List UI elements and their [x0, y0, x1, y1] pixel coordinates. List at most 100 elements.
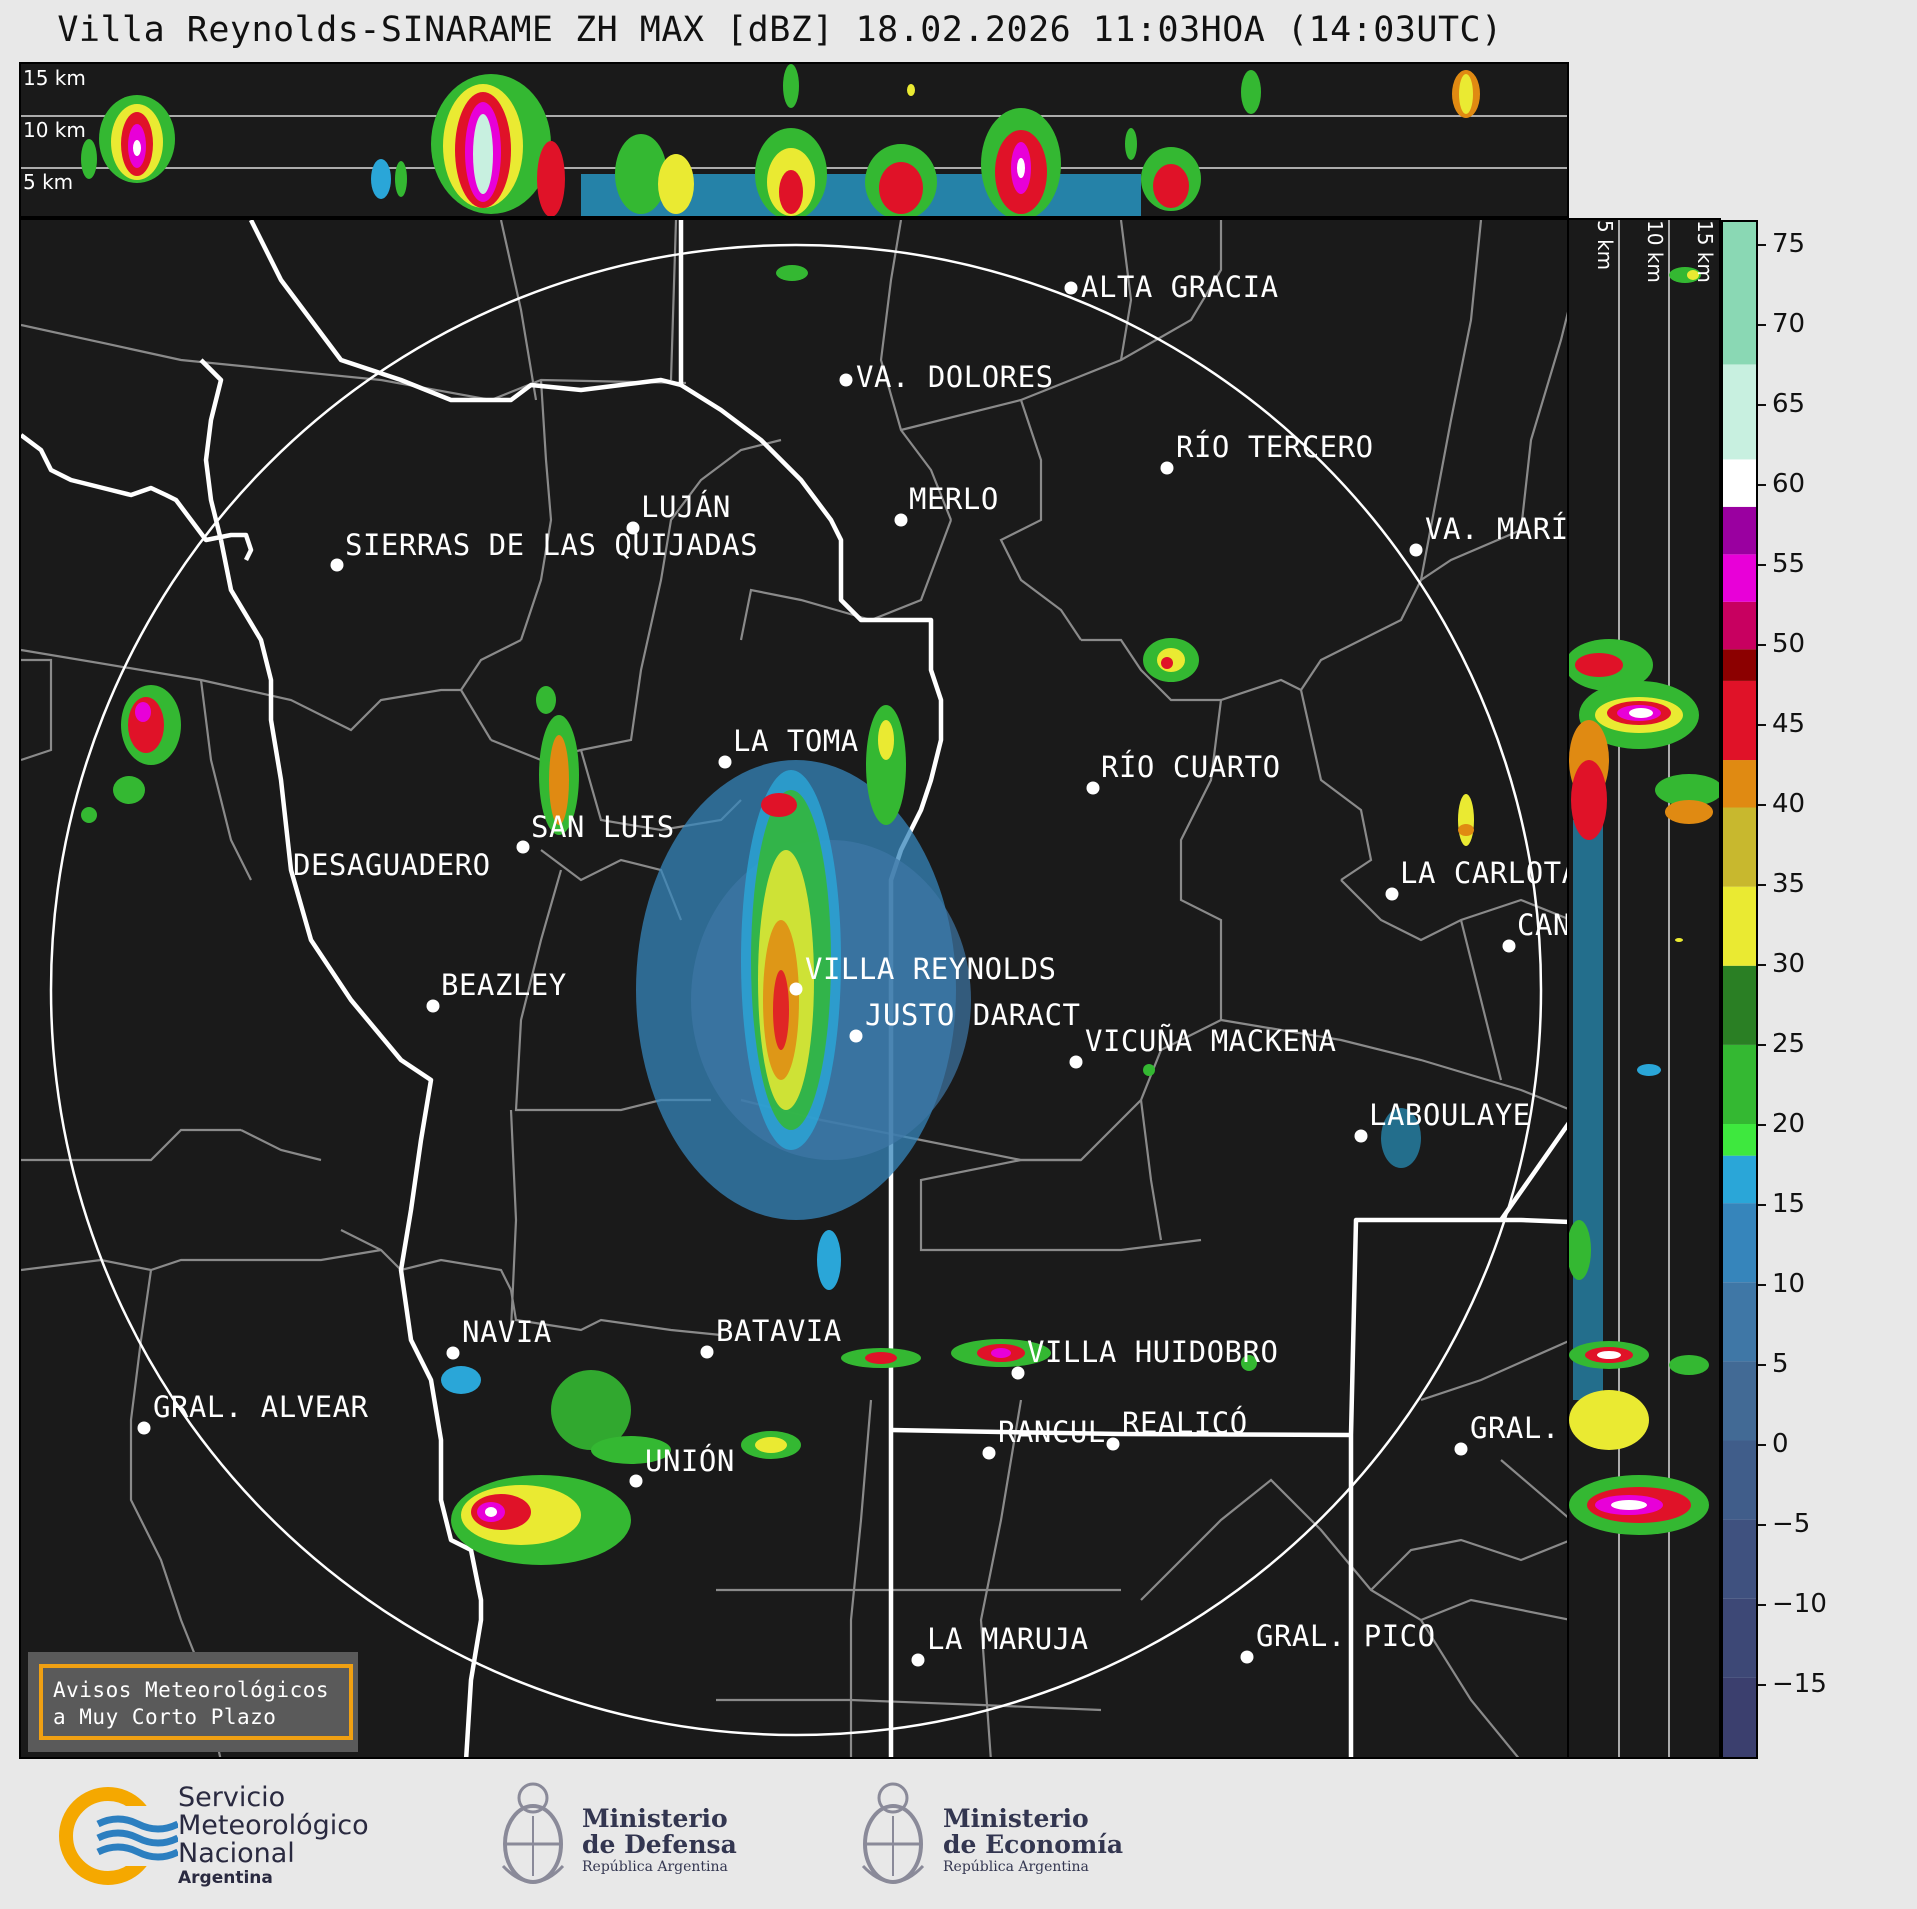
side-strip-echoes [1569, 267, 1719, 1535]
colorbar [1721, 220, 1758, 1759]
city-label-batavia: BATAVIA [716, 1314, 842, 1348]
colorbar-tick: 0 [1758, 1429, 1789, 1459]
footer: Servicio Meteorológico Nacional Argentin… [0, 1760, 1917, 1909]
city-label-navia: NAVIA [462, 1315, 552, 1349]
city-label-gral-alvear: GRAL. ALVEAR [153, 1390, 369, 1424]
city-dot-va-dolores [839, 373, 853, 387]
city-dot-rio-tercero [1160, 461, 1174, 475]
city-dot-villa-reynolds [789, 982, 803, 996]
top-alt-label-5: 5 km [23, 170, 74, 194]
colorbar-ticks: 75 70 65 60 55 50 45 40 35 30 25 20 15 1… [1758, 220, 1858, 1759]
city-label-la-maruja: LA MARUJA [927, 1622, 1089, 1656]
smn-logo-text: Servicio Meteorológico Nacional Argentin… [178, 1784, 369, 1889]
colorbar-band [1723, 965, 1756, 1045]
colorbar-tick: 55 [1758, 549, 1805, 579]
top-height-strip: 15 km 10 km 5 km [19, 62, 1569, 218]
colorbar-band [1723, 1361, 1756, 1441]
smn-line-3: Nacional [178, 1838, 295, 1869]
colorbar-band [1723, 1519, 1756, 1599]
city-dot-gral-alvear [137, 1421, 151, 1435]
city-label-can: CAN [1517, 908, 1569, 942]
city-label-realico: REALICÓ [1122, 1406, 1248, 1440]
city-dot-batavia [700, 1345, 714, 1359]
colorbar-tick: 20 [1758, 1109, 1805, 1139]
smn-logo-icon [59, 1787, 178, 1885]
city-label-gral-pico: GRAL. PICO [1256, 1619, 1436, 1653]
colorbar-tick: 10 [1758, 1269, 1805, 1299]
colorbar-band [1723, 807, 1756, 887]
top-alt-label-10: 10 km [23, 118, 86, 142]
colorbar-band [1723, 1155, 1756, 1204]
colorbar-band [1723, 1203, 1756, 1283]
city-dot-union [629, 1474, 643, 1488]
city-label-va-maria: VA. MARÍ [1425, 512, 1569, 546]
colorbar-band [1723, 506, 1756, 555]
defensa-line-3: República Argentina [582, 1859, 728, 1875]
colorbar-band [1723, 1440, 1756, 1520]
city-dot-san-luis [516, 840, 530, 854]
city-dot-justo-daract [849, 1029, 863, 1043]
colorbar-band [1723, 222, 1756, 365]
city-label-vicuna-mackena: VICUÑA MACKENA [1085, 1024, 1337, 1058]
colorbar-tick: 70 [1758, 309, 1805, 339]
colorbar-tick: −10 [1758, 1589, 1827, 1619]
city-dot-lujan [626, 521, 640, 535]
defensa-line-1: Ministerio [582, 1804, 728, 1833]
top-strip-echoes [81, 64, 1480, 216]
department-borders [21, 220, 1567, 1757]
city-dot-gral-pico [1240, 1650, 1254, 1664]
range-ring [49, 243, 1543, 1737]
city-dot-va-maria [1409, 543, 1423, 557]
side-height-strip: 5 km 10 km 15 km [1569, 218, 1721, 1759]
city-dot-villa-huidobro [1011, 1366, 1025, 1380]
side-alt-label-15: 15 km [1693, 220, 1717, 283]
colorbar-band [1723, 1044, 1756, 1125]
colorbar-tick: 30 [1758, 949, 1805, 979]
colorbar-band [1723, 1598, 1756, 1678]
defensa-logo-text: Ministerio de Defensa República Argentin… [582, 1806, 737, 1876]
smn-line-2: Meteorológico [178, 1810, 369, 1841]
colorbar-tick: 75 [1758, 229, 1805, 259]
city-dot-merlo [894, 513, 908, 527]
city-label-gral: GRAL. [1470, 1411, 1560, 1445]
colorbar-band [1723, 649, 1756, 681]
colorbar-band [1723, 1282, 1756, 1362]
city-dot-navia [446, 1346, 460, 1360]
city-label-sierras-quijadas: SIERRAS DE LAS QUIJADAS [345, 528, 759, 562]
city-label-alta-gracia: ALTA GRACIA [1081, 270, 1279, 304]
city-dot-gral [1454, 1442, 1468, 1456]
city-dot-rio-cuarto [1086, 781, 1100, 795]
city-label-villa-huidobro: VILLA HUIDOBRO [1027, 1335, 1279, 1369]
colorbar-tick: −5 [1758, 1509, 1810, 1539]
city-label-lujan: LUJÁN [641, 490, 731, 524]
avisos-line-1: Avisos Meteorológicos [53, 1678, 330, 1702]
avisos-box[interactable]: Avisos Meteorológicos a Muy Corto Plazo [28, 1652, 358, 1752]
city-dot-la-toma [718, 755, 732, 769]
smn-line-4: Argentina [178, 1868, 273, 1888]
avisos-line-2: a Muy Corto Plazo [53, 1705, 277, 1729]
defensa-coat-of-arms-icon [501, 1782, 565, 1884]
top-alt-label-15: 15 km [23, 66, 86, 90]
colorbar-band [1723, 459, 1756, 507]
city-label-la-carlota: LA CARLOTA [1400, 856, 1569, 890]
colorbar-tick: 5 [1758, 1349, 1789, 1379]
colorbar-tick: 50 [1758, 629, 1805, 659]
city-label-va-dolores: VA. DOLORES [856, 360, 1054, 394]
colorbar-tick: 65 [1758, 389, 1805, 419]
side-alt-label-5: 5 km [1593, 220, 1617, 271]
economia-line-2: de Economía [943, 1830, 1124, 1859]
colorbar-tick: 40 [1758, 789, 1805, 819]
city-dot-alta-gracia [1064, 281, 1078, 295]
colorbar-graphic [1723, 222, 1756, 1757]
city-label-villa-reynolds: VILLA REYNOLDS [805, 952, 1057, 986]
city-dot-realico [1106, 1437, 1120, 1451]
colorbar-tick: 45 [1758, 709, 1805, 739]
city-label-beazley: BEAZLEY [441, 968, 567, 1002]
colorbar-band [1723, 1124, 1756, 1156]
colorbar-band [1723, 364, 1756, 460]
radar-map: ALTA GRACIA VA. DOLORES RÍO TERCERO LUJÁ… [19, 218, 1569, 1759]
city-dot-laboulaye [1354, 1129, 1368, 1143]
colorbar-band [1723, 1677, 1756, 1757]
city-dot-sierras-quijadas [330, 558, 344, 572]
top-strip-graphic [21, 64, 1567, 216]
